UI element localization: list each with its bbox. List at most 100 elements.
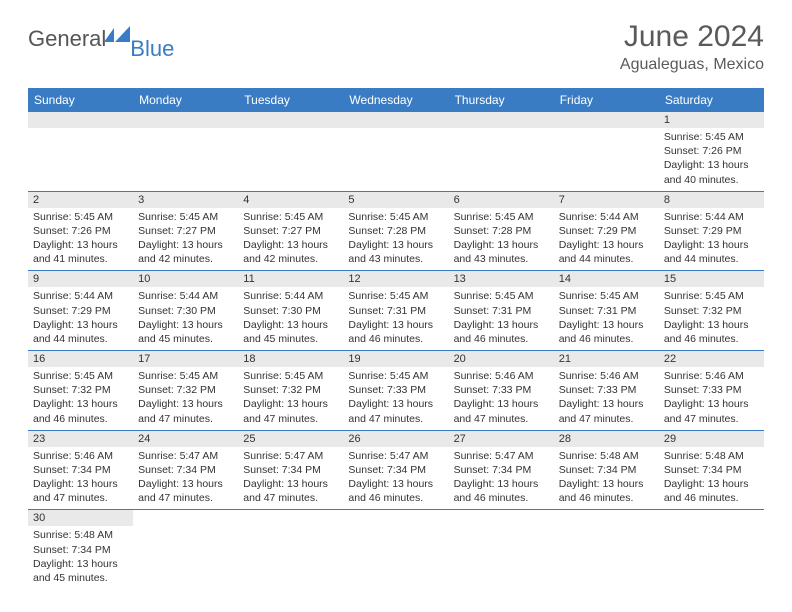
sunrise-text: Sunrise: 5:45 AM: [243, 369, 338, 383]
daylight-text-2: and 47 minutes.: [138, 491, 233, 505]
sunrise-text: Sunrise: 5:47 AM: [138, 449, 233, 463]
day-number: 21: [554, 351, 659, 367]
daylight-text: Daylight: 13 hours: [138, 477, 233, 491]
sunrise-text: Sunrise: 5:44 AM: [138, 289, 233, 303]
day-detail: Sunrise: 5:45 AMSunset: 7:33 PMDaylight:…: [343, 367, 448, 430]
daylight-text: Daylight: 13 hours: [348, 397, 443, 411]
day-detail: Sunrise: 5:45 AMSunset: 7:31 PMDaylight:…: [343, 287, 448, 350]
day-detail: Sunrise: 5:45 AMSunset: 7:26 PMDaylight:…: [659, 128, 764, 191]
day-number: 4: [238, 192, 343, 208]
calendar-day-cell: 13Sunrise: 5:45 AMSunset: 7:31 PMDayligh…: [449, 271, 554, 351]
sunrise-text: Sunrise: 5:47 AM: [454, 449, 549, 463]
calendar-day-cell: 12Sunrise: 5:45 AMSunset: 7:31 PMDayligh…: [343, 271, 448, 351]
calendar-day-cell: 16Sunrise: 5:45 AMSunset: 7:32 PMDayligh…: [28, 351, 133, 431]
weekday-header: Friday: [554, 88, 659, 112]
sunset-text: Sunset: 7:31 PM: [559, 304, 654, 318]
sunrise-text: Sunrise: 5:47 AM: [243, 449, 338, 463]
calendar-day-cell: 10Sunrise: 5:44 AMSunset: 7:30 PMDayligh…: [133, 271, 238, 351]
sunset-text: Sunset: 7:34 PM: [664, 463, 759, 477]
sunrise-text: Sunrise: 5:46 AM: [664, 369, 759, 383]
day-detail: Sunrise: 5:45 AMSunset: 7:26 PMDaylight:…: [28, 208, 133, 271]
day-detail: Sunrise: 5:47 AMSunset: 7:34 PMDaylight:…: [449, 447, 554, 510]
day-number: 6: [449, 192, 554, 208]
day-number: 3: [133, 192, 238, 208]
calendar-week-row: 9Sunrise: 5:44 AMSunset: 7:29 PMDaylight…: [28, 271, 764, 351]
sunset-text: Sunset: 7:29 PM: [559, 224, 654, 238]
daylight-text-2: and 46 minutes.: [559, 491, 654, 505]
page-title: June 2024: [620, 20, 764, 54]
calendar-day-cell: 21Sunrise: 5:46 AMSunset: 7:33 PMDayligh…: [554, 351, 659, 431]
daylight-text-2: and 47 minutes.: [243, 412, 338, 426]
day-number: 24: [133, 431, 238, 447]
weekday-header-row: Sunday Monday Tuesday Wednesday Thursday…: [28, 88, 764, 112]
daylight-text-2: and 47 minutes.: [454, 412, 549, 426]
sunrise-text: Sunrise: 5:45 AM: [454, 210, 549, 224]
calendar-day-cell: 24Sunrise: 5:47 AMSunset: 7:34 PMDayligh…: [133, 430, 238, 510]
daynum-bar-empty: [28, 112, 133, 128]
sunrise-text: Sunrise: 5:45 AM: [348, 289, 443, 303]
daynum-bar-empty: [238, 112, 343, 128]
day-detail: Sunrise: 5:48 AMSunset: 7:34 PMDaylight:…: [554, 447, 659, 510]
daylight-text-2: and 46 minutes.: [33, 412, 128, 426]
sunrise-text: Sunrise: 5:46 AM: [454, 369, 549, 383]
daylight-text-2: and 46 minutes.: [454, 491, 549, 505]
calendar-day-cell: [449, 112, 554, 191]
day-detail: Sunrise: 5:45 AMSunset: 7:28 PMDaylight:…: [449, 208, 554, 271]
daylight-text-2: and 43 minutes.: [348, 252, 443, 266]
calendar-day-cell: 6Sunrise: 5:45 AMSunset: 7:28 PMDaylight…: [449, 191, 554, 271]
daylight-text-2: and 42 minutes.: [243, 252, 338, 266]
daylight-text: Daylight: 13 hours: [348, 238, 443, 252]
calendar-day-cell: [28, 112, 133, 191]
sunset-text: Sunset: 7:27 PM: [243, 224, 338, 238]
daylight-text: Daylight: 13 hours: [348, 477, 443, 491]
daylight-text: Daylight: 13 hours: [559, 397, 654, 411]
day-detail: Sunrise: 5:48 AMSunset: 7:34 PMDaylight:…: [28, 526, 133, 589]
daylight-text-2: and 47 minutes.: [348, 412, 443, 426]
calendar-day-cell: 11Sunrise: 5:44 AMSunset: 7:30 PMDayligh…: [238, 271, 343, 351]
sunset-text: Sunset: 7:32 PM: [243, 383, 338, 397]
calendar-day-cell: [343, 112, 448, 191]
calendar-week-row: 16Sunrise: 5:45 AMSunset: 7:32 PMDayligh…: [28, 351, 764, 431]
weekday-header: Saturday: [659, 88, 764, 112]
daylight-text: Daylight: 13 hours: [454, 477, 549, 491]
daylight-text: Daylight: 13 hours: [138, 397, 233, 411]
day-number: 22: [659, 351, 764, 367]
sunset-text: Sunset: 7:33 PM: [454, 383, 549, 397]
daynum-bar-empty: [133, 112, 238, 128]
day-detail: Sunrise: 5:45 AMSunset: 7:31 PMDaylight:…: [449, 287, 554, 350]
sunset-text: Sunset: 7:31 PM: [348, 304, 443, 318]
day-number: 5: [343, 192, 448, 208]
sunset-text: Sunset: 7:32 PM: [664, 304, 759, 318]
daylight-text-2: and 42 minutes.: [138, 252, 233, 266]
sunset-text: Sunset: 7:30 PM: [243, 304, 338, 318]
daylight-text-2: and 47 minutes.: [664, 412, 759, 426]
sunset-text: Sunset: 7:30 PM: [138, 304, 233, 318]
daylight-text: Daylight: 13 hours: [33, 397, 128, 411]
daylight-text-2: and 45 minutes.: [33, 571, 128, 585]
daylight-text: Daylight: 13 hours: [33, 477, 128, 491]
sunrise-text: Sunrise: 5:48 AM: [559, 449, 654, 463]
calendar-day-cell: 23Sunrise: 5:46 AMSunset: 7:34 PMDayligh…: [28, 430, 133, 510]
calendar-day-cell: 1Sunrise: 5:45 AMSunset: 7:26 PMDaylight…: [659, 112, 764, 191]
day-detail: Sunrise: 5:46 AMSunset: 7:33 PMDaylight:…: [659, 367, 764, 430]
daylight-text-2: and 41 minutes.: [33, 252, 128, 266]
day-number: 27: [449, 431, 554, 447]
day-number: 2: [28, 192, 133, 208]
day-detail: Sunrise: 5:47 AMSunset: 7:34 PMDaylight:…: [133, 447, 238, 510]
daylight-text: Daylight: 13 hours: [138, 318, 233, 332]
sunrise-text: Sunrise: 5:45 AM: [664, 130, 759, 144]
day-detail: Sunrise: 5:44 AMSunset: 7:29 PMDaylight:…: [554, 208, 659, 271]
calendar-table: Sunday Monday Tuesday Wednesday Thursday…: [28, 88, 764, 589]
logo: General Blue: [28, 26, 180, 52]
day-number: 25: [238, 431, 343, 447]
day-detail: Sunrise: 5:45 AMSunset: 7:32 PMDaylight:…: [28, 367, 133, 430]
day-number: 20: [449, 351, 554, 367]
daylight-text: Daylight: 13 hours: [33, 238, 128, 252]
calendar-day-cell: 7Sunrise: 5:44 AMSunset: 7:29 PMDaylight…: [554, 191, 659, 271]
header: General Blue June 2024 Agualeguas, Mexic…: [28, 20, 764, 74]
day-detail: Sunrise: 5:48 AMSunset: 7:34 PMDaylight:…: [659, 447, 764, 510]
flag-icon: [104, 24, 130, 46]
title-block: June 2024 Agualeguas, Mexico: [620, 20, 764, 74]
day-detail: Sunrise: 5:45 AMSunset: 7:27 PMDaylight:…: [238, 208, 343, 271]
day-number: 18: [238, 351, 343, 367]
